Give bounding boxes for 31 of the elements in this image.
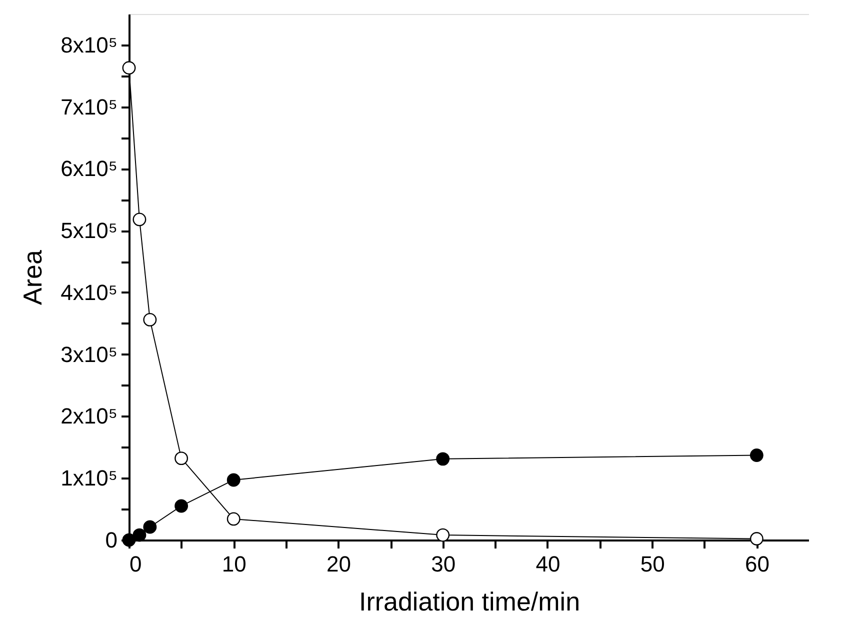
y-tick-label: 1x10⁵ xyxy=(60,466,118,491)
point xyxy=(750,448,764,462)
point xyxy=(122,61,136,75)
point xyxy=(174,499,188,513)
point xyxy=(143,520,157,534)
x-axis-title: Irradiation time/min xyxy=(358,586,580,616)
y-tick-label: 5x10⁵ xyxy=(60,218,118,244)
x-tick-label: 60 xyxy=(744,552,770,576)
point xyxy=(750,532,764,546)
point xyxy=(143,312,157,326)
x-tick-label: 40 xyxy=(536,552,560,576)
y-tick-label: 4x10⁵ xyxy=(60,280,118,305)
y-tick-label: 8x10⁵ xyxy=(60,32,118,58)
x-tick-label: 10 xyxy=(222,552,246,576)
x-tick-label: 20 xyxy=(326,552,351,576)
y-tick-label: 6x10⁵ xyxy=(60,156,118,182)
point xyxy=(436,528,450,542)
point xyxy=(132,212,146,226)
point xyxy=(174,452,188,466)
point xyxy=(226,512,240,526)
y-tick-label: 0 xyxy=(105,528,118,552)
x-tick-label: 30 xyxy=(431,552,456,576)
point xyxy=(436,452,450,466)
y-tick-label: 3x10⁵ xyxy=(60,342,118,367)
y-tick-label: 2x10⁵ xyxy=(60,404,118,429)
x-tick-label: 50 xyxy=(640,552,665,576)
point xyxy=(132,528,146,542)
point xyxy=(226,473,240,487)
x-tick-label: 0 xyxy=(130,552,142,576)
y-axis-title: Area xyxy=(18,250,48,305)
y-tick-label: 7x10⁵ xyxy=(60,94,118,120)
